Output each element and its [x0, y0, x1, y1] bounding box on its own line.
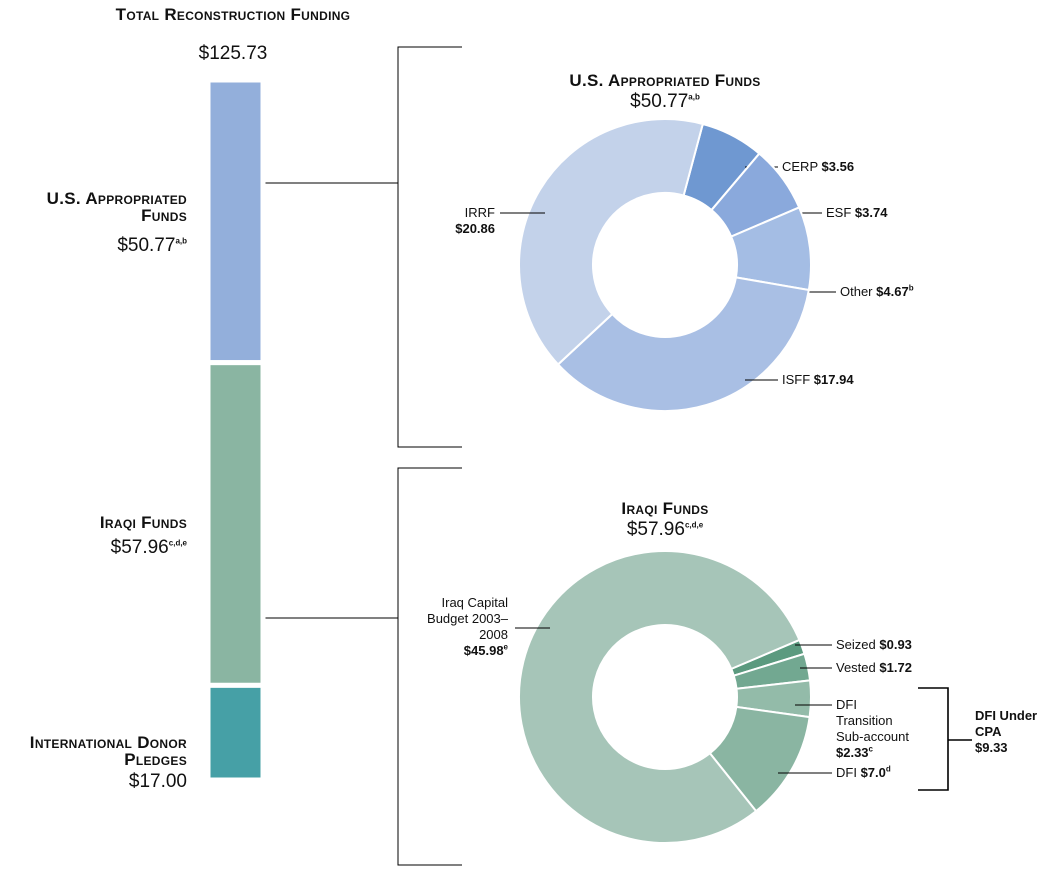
- value-label: $0.93: [879, 637, 912, 652]
- footnote: a,b: [688, 92, 700, 102]
- category-label: International Donor Pledges: [29, 733, 187, 769]
- value-label: $3.56: [821, 159, 855, 174]
- label: IRRF $20.86: [415, 205, 495, 237]
- footnote: a,b: [175, 236, 187, 246]
- label: $57.96c,d,e: [565, 520, 765, 540]
- value-label: $1.72: [879, 660, 912, 675]
- footnote: b: [908, 283, 914, 293]
- label: Seized $0.93: [836, 637, 956, 653]
- category-label: IRRF: [464, 205, 495, 220]
- value-label: $20.86: [455, 221, 495, 236]
- category-label: DFI: [836, 765, 857, 780]
- donut-slice: [518, 550, 801, 844]
- group-label: DFI Under CPA: [975, 708, 1038, 739]
- value-label: $2.33: [836, 745, 869, 760]
- label: $125.73: [133, 44, 333, 64]
- bracket: [397, 46, 462, 448]
- category-label: DFI Transition Sub-account: [836, 697, 909, 744]
- category-label: Iraq Capital Budget 2003–2008: [427, 595, 508, 642]
- label: DFI $7.0d: [836, 765, 956, 781]
- value-label: $7.0: [860, 765, 886, 780]
- bar-segment: [205, 77, 266, 366]
- label: CERP $3.56: [782, 159, 902, 175]
- group-value: $9.33: [975, 740, 1008, 755]
- category-label: ESF: [826, 205, 852, 220]
- label: ISFF $17.94: [782, 372, 902, 388]
- label: $50.77a,b: [7, 236, 187, 256]
- donut-slice: [517, 118, 705, 366]
- value-label: $57.96: [110, 537, 169, 558]
- category-label: CERP: [782, 159, 818, 174]
- label: $50.77a,b: [565, 92, 765, 112]
- label: Iraq Capital Budget 2003–2008 $45.98e: [413, 595, 508, 659]
- value-label: $45.98: [463, 643, 504, 658]
- value-label: $50.77: [117, 235, 176, 256]
- category-label: Vested: [836, 660, 876, 675]
- donut-slice: [556, 276, 810, 412]
- footnote: c,d,e: [684, 520, 704, 530]
- bar-segment: [205, 682, 266, 783]
- label: Iraqi Funds: [7, 514, 187, 531]
- value-label: $17.00: [128, 771, 187, 792]
- donut-total: $50.77: [630, 91, 689, 112]
- label: Vested $1.72: [836, 660, 956, 676]
- label: U.S. Appropriated Funds: [7, 190, 187, 224]
- label: International Donor Pledges: [7, 734, 187, 768]
- total-value: $125.73: [198, 43, 268, 64]
- label: DFI Under CPA $9.33: [975, 708, 1051, 756]
- bar-segment: [205, 360, 266, 688]
- donut-title: Iraqi Funds: [621, 499, 709, 518]
- group-bracket: [918, 687, 949, 791]
- bracket: [397, 467, 462, 866]
- category-label: ISFF: [782, 372, 811, 387]
- category-label: Iraqi Funds: [99, 513, 187, 532]
- label: $57.96c,d,e: [7, 538, 187, 558]
- label: $17.00: [7, 772, 187, 792]
- value-label: $3.74: [854, 205, 888, 220]
- donut-title: U.S. Appropriated Funds: [569, 71, 761, 90]
- value-label: $4.67: [876, 284, 909, 299]
- category-label: Seized: [836, 637, 876, 652]
- category-label: Other: [840, 284, 873, 299]
- footnote: e: [503, 642, 508, 652]
- label: U.S. Appropriated Funds: [515, 72, 815, 89]
- footnote: d: [885, 764, 891, 774]
- donut-total: $57.96: [626, 519, 685, 540]
- footnote: c,d,e: [168, 538, 187, 548]
- label: Total Reconstruction Funding: [103, 6, 363, 23]
- chart-title: Total Reconstruction Funding: [115, 5, 351, 24]
- value-label: $17.94: [813, 372, 854, 387]
- label: Iraqi Funds: [515, 500, 815, 517]
- label: DFI Transition Sub-account $2.33c: [836, 697, 916, 761]
- footnote: c: [868, 744, 873, 754]
- category-label: U.S. Appropriated Funds: [46, 189, 187, 225]
- label: ESF $3.74: [826, 205, 926, 221]
- label: Other $4.67b: [840, 284, 940, 300]
